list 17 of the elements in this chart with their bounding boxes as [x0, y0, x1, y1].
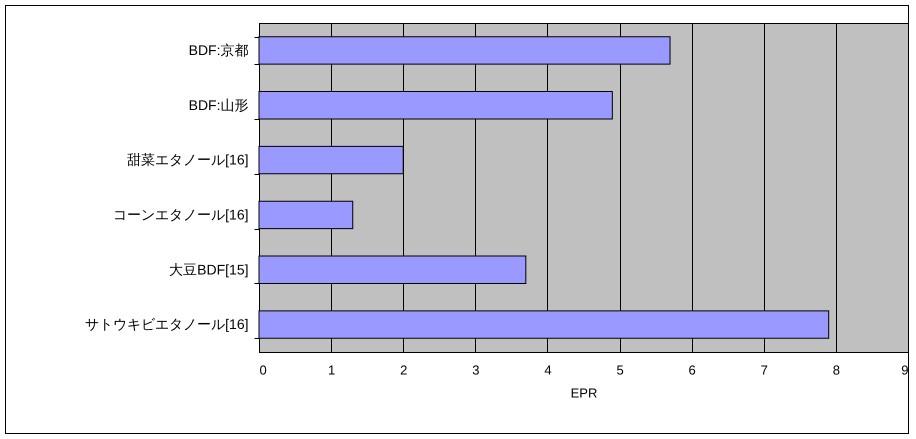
- x-tick-label: 0: [260, 362, 267, 378]
- x-tick-label: 7: [760, 362, 768, 378]
- y-tick-label: BDF:京都: [188, 42, 248, 58]
- x-tick-label: 8: [832, 362, 840, 378]
- x-tick-label: 3: [472, 362, 480, 378]
- y-tick-label: コーンエタノール[16]: [113, 206, 248, 222]
- x-tick-label: 4: [544, 362, 552, 378]
- x-tick-label: 1: [328, 362, 336, 378]
- y-tick-label: サトウキビエタノール[16]: [85, 316, 248, 332]
- y-tick-label: 大豆BDF[15]: [169, 261, 248, 278]
- x-tick-label: 5: [616, 362, 624, 378]
- x-tick-label: 2: [400, 362, 408, 378]
- x-tick-label: 9: [901, 362, 908, 378]
- x-tick-label: 6: [688, 362, 696, 378]
- y-tick-label: 甜菜エタノール[16]: [127, 152, 248, 168]
- x-axis-title: EPR: [570, 386, 598, 400]
- y-tick-label: BDF:山形: [188, 96, 248, 113]
